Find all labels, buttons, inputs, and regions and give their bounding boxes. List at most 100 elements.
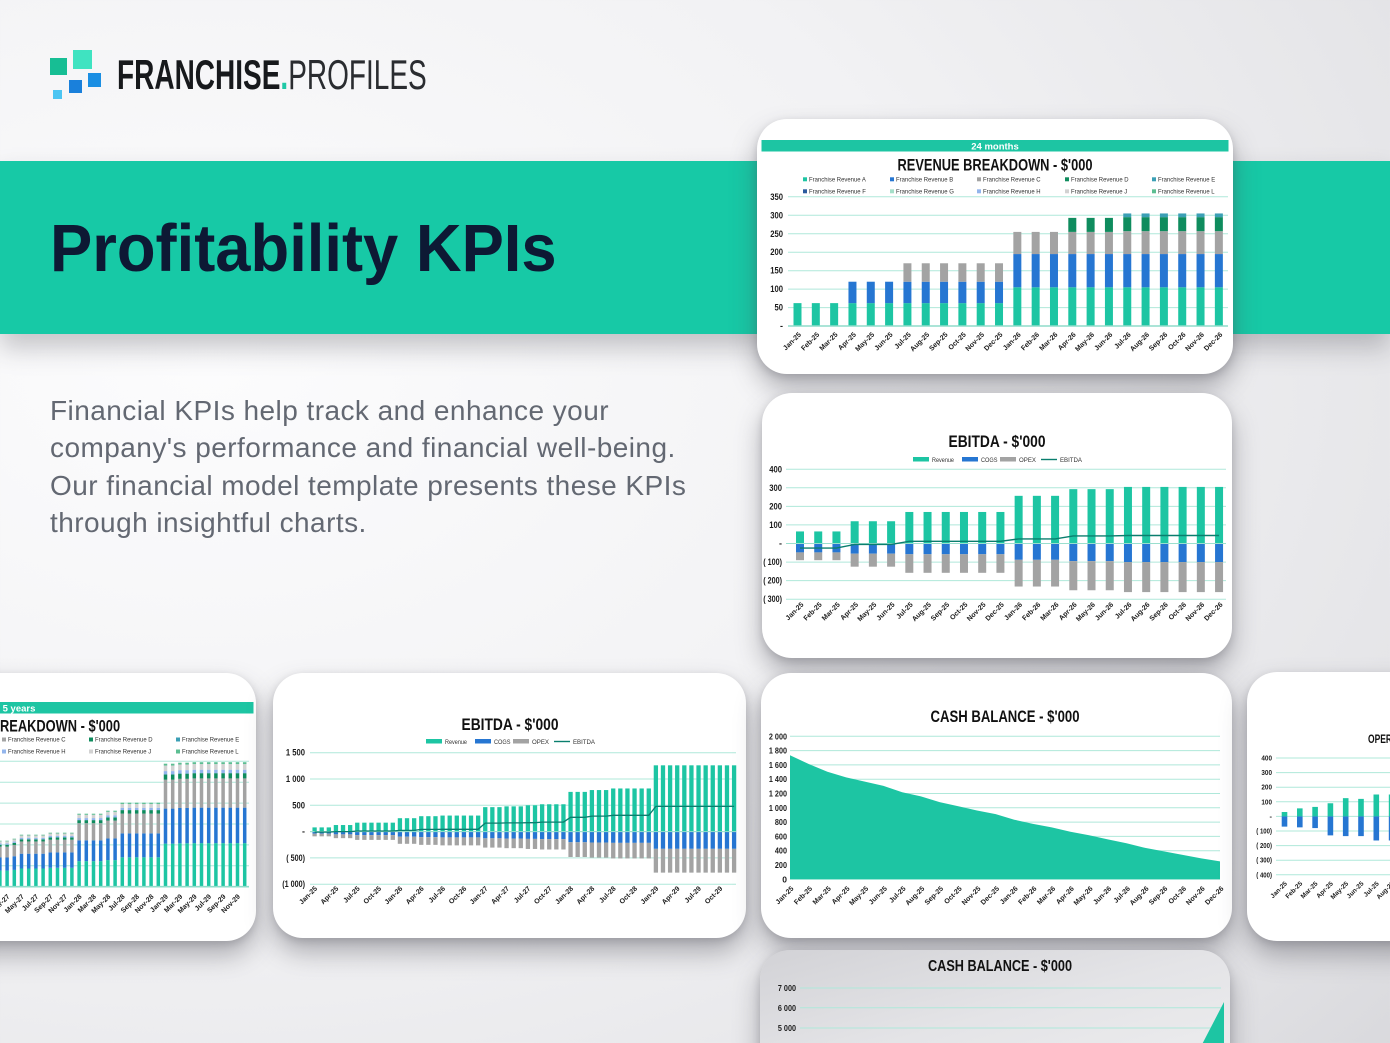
svg-text:Oct-28: Oct-28 <box>619 885 639 905</box>
svg-text:2 000: 2 000 <box>769 731 787 741</box>
svg-text:Jan-26: Jan-26 <box>999 885 1020 906</box>
svg-text:200: 200 <box>770 247 783 257</box>
svg-text:Apr-27: Apr-27 <box>490 885 511 906</box>
svg-text:300: 300 <box>1261 768 1272 777</box>
svg-text:OPERATING CASH FLOW - $'000: OPERATING CASH FLOW - $'000 <box>1368 734 1390 746</box>
svg-text:Mar-26: Mar-26 <box>1040 601 1061 622</box>
svg-text:Nov-25: Nov-25 <box>966 601 988 623</box>
svg-text:Jun-26: Jun-26 <box>1093 331 1114 352</box>
svg-text:Dec-26: Dec-26 <box>1204 885 1225 906</box>
svg-text:Jun-25: Jun-25 <box>874 331 895 352</box>
svg-text:Feb-25: Feb-25 <box>800 331 821 352</box>
svg-text:Jul-25: Jul-25 <box>342 885 361 904</box>
svg-text:( 200): ( 200) <box>1256 841 1272 850</box>
svg-text:200: 200 <box>775 860 787 870</box>
svg-text:Jan-25: Jan-25 <box>785 601 806 622</box>
svg-text:May-25: May-25 <box>854 331 876 353</box>
svg-text:Sep-26: Sep-26 <box>1148 331 1169 352</box>
svg-text:CASH BALANCE - $'000: CASH BALANCE - $'000 <box>931 707 1080 726</box>
svg-text:1 400: 1 400 <box>769 774 787 784</box>
svg-text:Feb-26: Feb-26 <box>1021 601 1042 622</box>
svg-text:Franchise Revenue D: Franchise Revenue D <box>1071 176 1129 183</box>
svg-text:EBITDA - $'000: EBITDA - $'000 <box>462 715 559 734</box>
svg-text:Oct-27: Oct-27 <box>533 885 553 905</box>
svg-text:Franchise Revenue A: Franchise Revenue A <box>809 176 866 183</box>
svg-text:Sep-25: Sep-25 <box>924 885 945 906</box>
svg-text:Jan-27: Jan-27 <box>469 885 490 906</box>
svg-text:Aug-26: Aug-26 <box>1129 331 1151 353</box>
svg-text:Nov-26: Nov-26 <box>1184 331 1206 353</box>
svg-text:600: 600 <box>775 831 787 841</box>
svg-text:Aug-26: Aug-26 <box>1129 885 1151 907</box>
svg-text:-: - <box>1270 812 1273 821</box>
svg-text:Sep-26: Sep-26 <box>1148 885 1169 906</box>
svg-text:100: 100 <box>1261 797 1272 806</box>
svg-text:1 000: 1 000 <box>286 774 305 784</box>
svg-text:Franchise Revenue D: Franchise Revenue D <box>95 737 153 744</box>
svg-text:Dec-25: Dec-25 <box>985 601 1006 622</box>
svg-text:Franchise Revenue H: Franchise Revenue H <box>8 749 66 756</box>
svg-text:Feb-25: Feb-25 <box>793 885 814 906</box>
svg-text:OPEX: OPEX <box>532 739 549 746</box>
svg-text:EBITDA: EBITDA <box>573 739 595 746</box>
svg-text:1 200: 1 200 <box>769 789 787 799</box>
svg-text:Jun-26: Jun-26 <box>1092 885 1113 906</box>
svg-text:Apr-28: Apr-28 <box>576 885 597 906</box>
svg-text:300: 300 <box>770 210 783 220</box>
svg-text:Mar-25: Mar-25 <box>819 331 840 352</box>
svg-text:Dec-26: Dec-26 <box>1203 331 1224 352</box>
svg-text:OPEX: OPEX <box>1019 457 1036 464</box>
svg-text:COGS: COGS <box>494 739 511 746</box>
svg-text:Mar-26: Mar-26 <box>1038 331 1059 352</box>
svg-text:REVENUE BREAKDOWN - $'000: REVENUE BREAKDOWN - $'000 <box>898 155 1093 174</box>
svg-text:May-26: May-26 <box>1074 331 1096 353</box>
svg-text:( 300): ( 300) <box>763 594 782 604</box>
svg-text:Jun-25: Jun-25 <box>1346 880 1366 900</box>
svg-text:Jul-27: Jul-27 <box>513 885 532 904</box>
svg-text:Sep-25: Sep-25 <box>928 331 949 352</box>
svg-text:CASH BALANCE - $'000: CASH BALANCE - $'000 <box>928 958 1072 975</box>
svg-text:( 100): ( 100) <box>1256 827 1272 836</box>
svg-text:Franchise Revenue B: Franchise Revenue B <box>896 176 954 183</box>
svg-text:Jul-29: Jul-29 <box>684 885 703 904</box>
svg-text:Oct-25: Oct-25 <box>363 885 383 905</box>
svg-text:Mar-25: Mar-25 <box>821 601 842 622</box>
svg-text:( 200): ( 200) <box>763 576 782 586</box>
svg-text:( 300): ( 300) <box>1256 856 1272 865</box>
svg-text:Dec-25: Dec-25 <box>983 331 1004 352</box>
svg-text:Franchise Revenue G: Franchise Revenue G <box>896 188 954 195</box>
svg-text:800: 800 <box>775 817 787 827</box>
svg-text:( 500): ( 500) <box>286 853 305 863</box>
svg-text:Franchise Revenue H: Franchise Revenue H <box>983 188 1041 195</box>
svg-text:Apr-25: Apr-25 <box>320 885 341 906</box>
svg-text:50: 50 <box>775 303 784 313</box>
svg-text:1 800: 1 800 <box>769 746 787 756</box>
svg-text:Jan-26: Jan-26 <box>1002 331 1023 352</box>
svg-text:Aug-25: Aug-25 <box>911 601 933 623</box>
svg-text:Feb-26: Feb-26 <box>1018 885 1039 906</box>
svg-text:6 000: 6 000 <box>778 1003 796 1013</box>
svg-text:Jan-26: Jan-26 <box>1003 601 1024 622</box>
svg-text:Franchise Revenue J: Franchise Revenue J <box>1071 188 1127 195</box>
svg-text:400: 400 <box>775 846 787 856</box>
svg-text:250: 250 <box>770 229 783 239</box>
svg-text:Mar-25: Mar-25 <box>812 885 833 906</box>
svg-text:Aug-25: Aug-25 <box>905 885 927 907</box>
svg-text:Franchise Revenue C: Franchise Revenue C <box>983 176 1041 183</box>
svg-text:Jan-25: Jan-25 <box>775 885 796 906</box>
svg-text:0: 0 <box>782 874 787 884</box>
svg-text:Feb-26: Feb-26 <box>1020 331 1041 352</box>
svg-text:Sep-26: Sep-26 <box>1149 601 1170 622</box>
svg-text:Franchise Revenue E: Franchise Revenue E <box>1158 176 1216 183</box>
svg-text:Oct-29: Oct-29 <box>704 885 724 905</box>
svg-text:Franchise Revenue J: Franchise Revenue J <box>95 749 151 756</box>
svg-text:Franchise Revenue L: Franchise Revenue L <box>182 749 239 756</box>
svg-text:1 000: 1 000 <box>769 803 787 813</box>
svg-text:400: 400 <box>769 464 782 474</box>
svg-text:EBITDA - $'000: EBITDA - $'000 <box>949 432 1046 451</box>
svg-text:350: 350 <box>770 192 783 202</box>
svg-text:Franchise Revenue C: Franchise Revenue C <box>8 737 66 744</box>
svg-text:Nov-26: Nov-26 <box>1185 885 1207 907</box>
svg-text:( 400): ( 400) <box>1256 870 1272 879</box>
svg-text:Jan-28: Jan-28 <box>554 885 575 906</box>
